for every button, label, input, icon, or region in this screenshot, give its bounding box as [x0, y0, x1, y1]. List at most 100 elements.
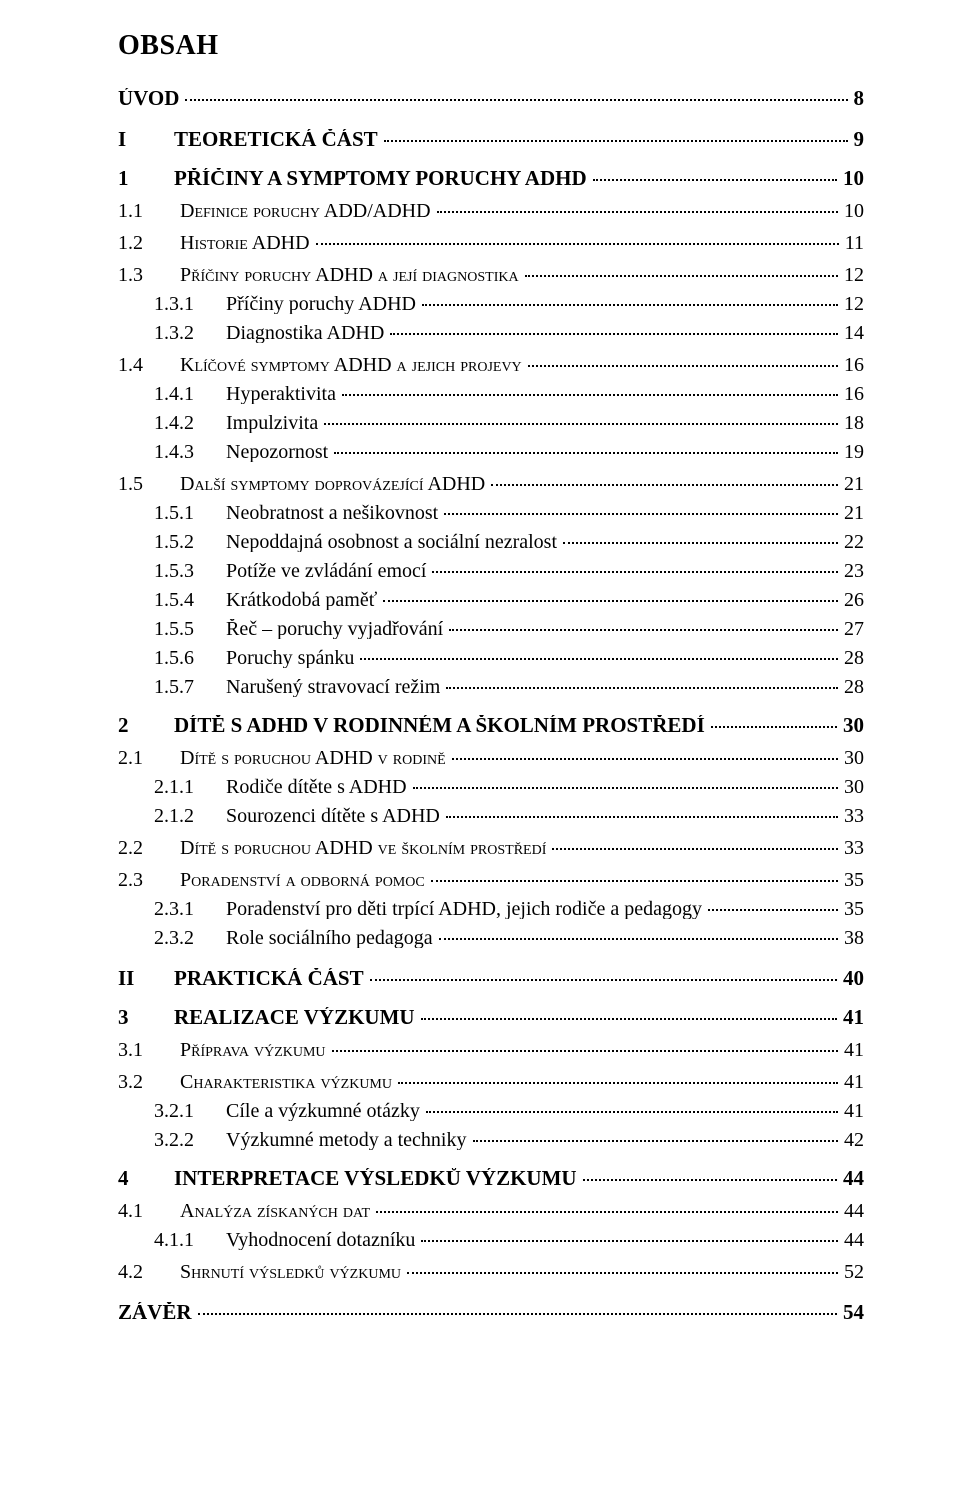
toc-entry-number: 1.5.1 [154, 503, 222, 523]
toc-leader-dots [316, 243, 839, 245]
toc-entry-number: 3.2.1 [154, 1101, 222, 1121]
toc-entry-page: 30 [840, 748, 864, 768]
toc-entry-page: 35 [840, 899, 864, 919]
toc-entry: ITEORETICKÁ ČÁST9 [118, 129, 864, 150]
toc-entry-page: 27 [840, 619, 864, 639]
toc-entry-label: Shrnutí výsledků výzkumu [180, 1262, 405, 1282]
toc-entry: 1.5.7Narušený stravovací režim28 [118, 677, 864, 697]
toc-entry-number: 1.5.5 [154, 619, 222, 639]
toc-entry-page: 12 [840, 294, 864, 314]
toc-entry-page: 21 [840, 503, 864, 523]
toc-entry-page: 22 [840, 532, 864, 552]
toc-entry-page: 40 [839, 968, 864, 989]
toc-entry: 1.4.1Hyperaktivita16 [118, 384, 864, 404]
toc-entry-number: 3.2 [118, 1072, 174, 1092]
toc-entry-number: 4.1 [118, 1201, 174, 1221]
toc-entry-page: 41 [840, 1072, 864, 1092]
toc-entry-number: 4.2 [118, 1262, 174, 1282]
toc-entry-label: Diagnostika ADHD [226, 323, 388, 343]
toc-entry-number: 1.4.1 [154, 384, 222, 404]
toc-leader-dots [593, 179, 837, 181]
toc-entry: 1.5.3Potíže ve zvládání emocí 23 [118, 561, 864, 581]
toc-entry-number: I [118, 129, 158, 150]
toc-leader-dots [525, 275, 838, 277]
toc-entry-number: 2 [118, 715, 158, 736]
toc-leader-dots [583, 1179, 837, 1181]
toc-entry: 1.4Klíčové symptomy ADHD a jejich projev… [118, 355, 864, 375]
toc-entry: 2DÍTĚ S ADHD V RODINNÉM A ŠKOLNÍM PROSTŘ… [118, 715, 864, 736]
toc-entry-page: 33 [840, 838, 864, 858]
toc-entry: 3.2.1Cíle a výzkumné otázky41 [118, 1101, 864, 1121]
toc-entry: 3.2.2Výzkumné metody a techniky42 [118, 1130, 864, 1150]
toc-entry-label: Potíže ve zvládání emocí [226, 561, 430, 581]
toc-entry: IIPRAKTICKÁ ČÁST40 [118, 968, 864, 989]
toc-entry-label: INTERPRETACE VÝSLEDKŮ VÝZKUMU [174, 1168, 581, 1189]
toc-entry: 1.5.5Řeč – poruchy vyjadřování27 [118, 619, 864, 639]
toc-entry-label: Historie ADHD [180, 233, 314, 253]
toc-leader-dots [711, 726, 837, 728]
toc-entry-label: Role sociálního pedagoga [226, 928, 437, 948]
toc-entry: 1.4.2Impulzivita18 [118, 413, 864, 433]
toc-entry-label: Impulzivita [226, 413, 322, 433]
toc-leader-dots [342, 394, 838, 396]
toc-entry-number: 4 [118, 1168, 158, 1189]
toc-leader-dots [413, 787, 838, 789]
toc-entry-number: 2.3.1 [154, 899, 222, 919]
toc-entry-label: Výzkumné metody a techniky [226, 1130, 471, 1150]
toc-entry-number: 3 [118, 1007, 158, 1028]
toc-entry-page: 41 [839, 1007, 864, 1028]
toc-entry-label: Poruchy spánku [226, 648, 358, 668]
toc-entry-label: REALIZACE VÝZKUMU [174, 1007, 419, 1028]
toc-leader-dots [185, 99, 847, 101]
toc-entry: 1.3.1Příčiny poruchy ADHD12 [118, 294, 864, 314]
toc-leader-dots [334, 452, 838, 454]
toc-entry: 2.3.2Role sociálního pedagoga38 [118, 928, 864, 948]
toc-entry-page: 16 [840, 384, 864, 404]
toc-entry-label: Vyhodnocení dotazníku [226, 1230, 419, 1250]
toc-entry-label: Poradenství a odborná pomoc [180, 870, 429, 890]
toc-entry-number: 2.2 [118, 838, 174, 858]
toc-body: ÚVOD8ITEORETICKÁ ČÁST91PŘÍČINY A SYMPTOM… [118, 88, 864, 1323]
toc-entry: 1.3.2Diagnostika ADHD14 [118, 323, 864, 343]
toc-entry-number: 1.5.6 [154, 648, 222, 668]
toc-entry: 4INTERPRETACE VÝSLEDKŮ VÝZKUMU44 [118, 1168, 864, 1189]
toc-leader-dots [384, 140, 848, 142]
toc-entry-number: 1.4.3 [154, 442, 222, 462]
toc-entry: 2.3Poradenství a odborná pomoc35 [118, 870, 864, 890]
toc-leader-dots [708, 909, 838, 911]
toc-entry-label: Sourozenci dítěte s ADHD [226, 806, 444, 826]
toc-entry-number: 2.1 [118, 748, 174, 768]
toc-entry-label: TEORETICKÁ ČÁST [174, 129, 382, 150]
toc-entry: 1.5.4Krátkodobá paměť26 [118, 590, 864, 610]
toc-entry: 4.2Shrnutí výsledků výzkumu52 [118, 1262, 864, 1282]
toc-entry-number: 1.4 [118, 355, 174, 375]
toc-leader-dots [383, 600, 838, 602]
toc-entry-page: 21 [840, 474, 864, 494]
toc-entry-label: Poradenství pro děti trpící ADHD, jejich… [226, 899, 706, 919]
toc-entry-label: Krátkodobá paměť [226, 590, 381, 610]
toc-entry-number: 4.1.1 [154, 1230, 222, 1250]
toc-entry-page: 38 [840, 928, 864, 948]
toc-entry-label: Nepozornost [226, 442, 332, 462]
toc-entry: 4.1Analýza získaných dat44 [118, 1201, 864, 1221]
toc-leader-dots [332, 1050, 838, 1052]
toc-entry: 2.1.1Rodiče dítěte s ADHD30 [118, 777, 864, 797]
toc-entry-page: 19 [840, 442, 864, 462]
toc-leader-dots [473, 1140, 839, 1142]
toc-leader-dots [446, 687, 838, 689]
toc-leader-dots [324, 423, 838, 425]
toc-leader-dots [360, 658, 838, 660]
toc-entry-page: 44 [840, 1201, 864, 1221]
toc-entry-number: 1.5.3 [154, 561, 222, 581]
toc-leader-dots [444, 513, 838, 515]
toc-entry-label: Definice poruchy ADD/ADHD [180, 201, 435, 221]
toc-entry-label: Narušený stravovací režim [226, 677, 444, 697]
toc-entry-label: Nepoddajná osobnost a sociální nezralost [226, 532, 561, 552]
toc-entry: 3 REALIZACE VÝZKUMU 41 [118, 1007, 864, 1028]
toc-entry-label: Dítě s poruchou ADHD v rodině [180, 748, 450, 768]
toc-entry-page: 23 [840, 561, 864, 581]
toc-entry-number: 1.5.7 [154, 677, 222, 697]
toc-leader-dots [370, 979, 837, 981]
toc-entry-number: 1.5.2 [154, 532, 222, 552]
toc-entry-page: 18 [840, 413, 864, 433]
